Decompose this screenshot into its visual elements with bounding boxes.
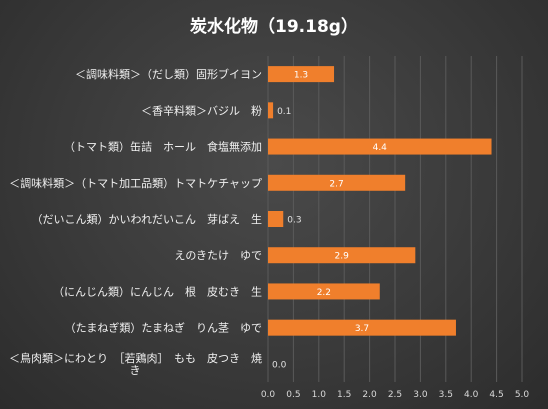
x-tick-layer: 0.0 0.5 1.0 1.5 2.0 2.5 3.0 3.5 4.0 4.5 5.0 — [261, 390, 530, 400]
data-label: 0.0 — [272, 360, 287, 370]
category-label: ＜調味料類＞（トマト加工品類）トマトケチャップ — [9, 176, 262, 190]
bar-layer: 1.3 0.1 4.4 2.7 0.3 2.9 2.2 3.7 0.0 — [268, 66, 492, 370]
x-tick-label: 4.0 — [464, 390, 479, 400]
bar — [268, 66, 335, 83]
data-label: 0.3 — [287, 216, 301, 226]
data-label: 4.4 — [373, 143, 388, 153]
category-label: （にんじん類）にんじん 根 皮むき 生 — [53, 284, 262, 298]
x-tick-label: 0.5 — [286, 390, 300, 400]
data-label: 2.9 — [334, 252, 349, 262]
bar — [268, 102, 274, 119]
x-tick-label: 4.5 — [489, 390, 503, 400]
data-label: 0.1 — [277, 107, 291, 117]
category-label: えのきたけ ゆで — [174, 249, 262, 262]
category-label: ＜調味料類＞（だし類）固形ブイヨン — [75, 67, 262, 81]
data-label: 3.7 — [355, 324, 369, 334]
x-tick-label: 1.0 — [312, 390, 327, 400]
bar — [268, 247, 416, 264]
category-label: ＜香辛料類＞バジル 粉 — [141, 103, 262, 117]
chart-title: 炭水化物（19.18g） — [190, 16, 358, 37]
bar — [268, 211, 284, 227]
x-tick-label: 3.0 — [413, 390, 428, 400]
x-tick-label: 2.0 — [362, 390, 377, 400]
category-label: （トマト類）缶詰 ホール 食塩無添加 — [64, 140, 262, 154]
x-tick-label: 3.5 — [439, 390, 453, 400]
data-label: 1.3 — [294, 71, 308, 81]
x-tick-label: 5.0 — [515, 390, 530, 400]
bar — [268, 138, 492, 155]
bar — [268, 283, 380, 300]
data-label: 2.2 — [317, 288, 331, 298]
x-tick-label: 2.5 — [388, 390, 402, 400]
x-tick-label: 0.0 — [261, 390, 276, 400]
bar — [268, 174, 406, 191]
grid-layer — [267, 56, 523, 382]
category-label: （だいこん類）かいわれだいこん 芽ばえ 生 — [32, 212, 262, 226]
category-label: （たまねぎ類）たまねぎ りん茎 ゆで — [65, 321, 262, 335]
x-tick-label: 1.5 — [337, 390, 351, 400]
bar — [268, 319, 456, 336]
category-label: ＜鳥肉類＞にわとり ［若鶏肉］ もも 皮つき 焼き — [9, 351, 262, 377]
category-label-layer: ＜調味料類＞（だし類）固形ブイヨン ＜香辛料類＞バジル 粉 （トマト類）缶詰 ホール… — [9, 67, 262, 377]
data-label: 2.7 — [329, 179, 343, 189]
